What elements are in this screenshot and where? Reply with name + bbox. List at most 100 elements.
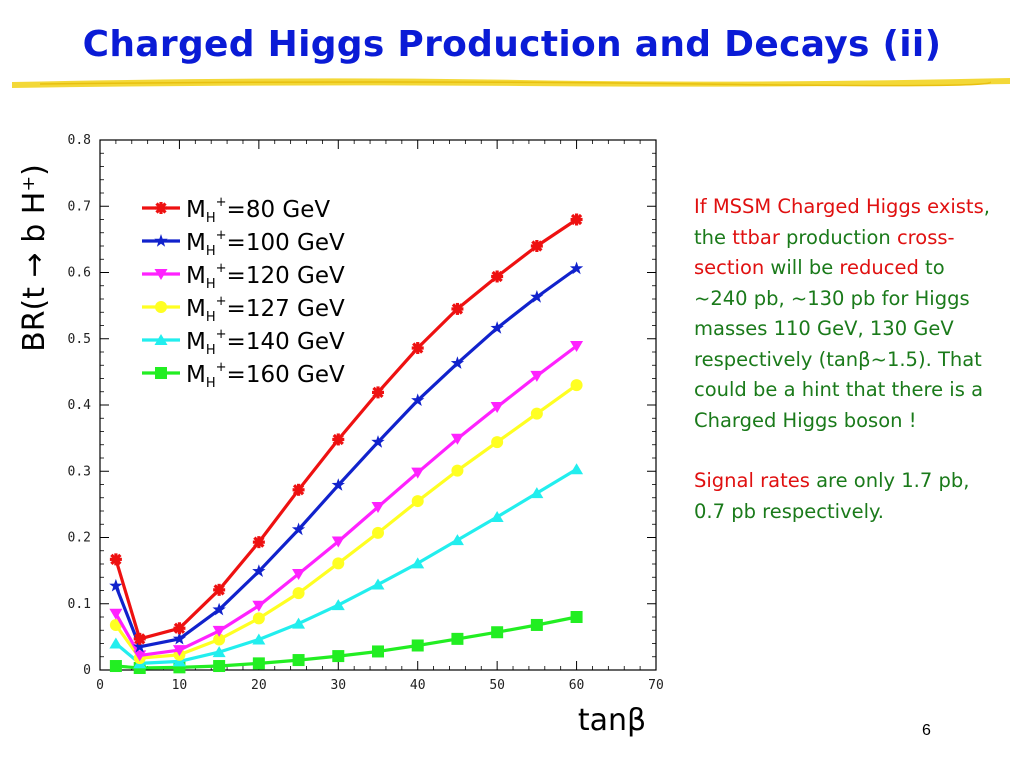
series-line — [114, 218, 578, 641]
asterisk-marker — [491, 270, 504, 283]
y-tick-label: 0.1 — [68, 597, 91, 612]
circle-marker — [292, 587, 305, 600]
y-tick-label: 0.3 — [68, 464, 91, 479]
legend-label-M: M — [186, 197, 206, 223]
slide-title: Charged Higgs Production and Decays (ii) — [82, 24, 942, 65]
asterisk-marker — [109, 553, 122, 566]
y-tick-label: 0.8 — [68, 133, 91, 148]
circle-marker — [491, 436, 504, 449]
square-marker — [292, 654, 305, 667]
square-marker — [109, 660, 122, 673]
asterisk-stroke — [292, 484, 305, 496]
legend-label: MH+=140 GeV — [186, 327, 345, 358]
triangle-down-marker — [212, 625, 226, 637]
circle-marker — [372, 526, 384, 539]
triangle-up-marker — [331, 599, 345, 611]
x-tick-label: 20 — [251, 678, 267, 693]
paragraph2-segment: Signal rates — [694, 469, 810, 492]
paragraph1-segment: cross-section — [694, 225, 955, 280]
triangle-down-marker — [292, 568, 306, 580]
x-tick-label: 0 — [96, 678, 104, 693]
asterisk-stroke — [412, 342, 424, 354]
x-tick-label: 50 — [489, 678, 505, 693]
legend-label-value: =140 GeV — [227, 329, 345, 355]
series-group — [109, 463, 584, 669]
triangle-up-marker — [172, 655, 186, 667]
legend-label-sup: + — [216, 360, 227, 375]
triangle-up-marker — [371, 578, 385, 590]
square-marker — [252, 657, 265, 670]
legend-label-sup: + — [216, 294, 227, 309]
asterisk-stroke — [213, 584, 225, 596]
legend-label-sub: H — [206, 211, 216, 226]
asterisk-stroke — [110, 553, 122, 565]
paragraph1-segment: to ~240 pb, ~130 pb for Higgs masses 110… — [694, 256, 984, 432]
star-marker — [450, 356, 465, 369]
triangle-up-marker — [490, 510, 504, 522]
triangle-up-marker — [450, 534, 464, 546]
triangle-up-marker — [109, 637, 123, 649]
legend-label-sub: H — [206, 343, 216, 358]
legend-label-sub: H — [206, 310, 216, 325]
x-tick-label: 10 — [172, 678, 188, 693]
star-marker — [490, 321, 504, 334]
paragraph1-segment: , the — [694, 195, 990, 249]
legend-label-sup: + — [216, 261, 227, 276]
triangle-up-marker — [530, 487, 544, 499]
star-marker — [252, 564, 266, 577]
legend-label-M: M — [186, 230, 206, 256]
legend-label-M: M — [186, 263, 206, 289]
paragraph2-segment: are only 1.7 pb, 0.7 pb respectively. — [694, 469, 970, 523]
x-tick-label: 60 — [569, 678, 585, 693]
asterisk-stroke — [155, 202, 167, 214]
y-tick-label: 0.6 — [68, 266, 91, 281]
asterisk-stroke — [173, 622, 186, 634]
square-marker — [411, 639, 424, 652]
asterisk-marker — [411, 342, 424, 355]
triangle-down-marker — [411, 467, 425, 479]
triangle-down-marker — [371, 502, 385, 514]
circle-marker — [411, 495, 424, 508]
asterisk-stroke — [372, 386, 384, 399]
triangle-up-marker — [252, 633, 266, 645]
asterisk-marker — [292, 483, 305, 496]
triangle-down-marker — [490, 401, 504, 413]
triangle-down-marker — [109, 608, 123, 620]
legend-label: MH+=127 GeV — [186, 294, 345, 325]
y-tick-label: 0.4 — [68, 398, 92, 413]
asterisk-stroke — [570, 213, 583, 226]
star-marker — [109, 578, 123, 592]
y-tick-label: 0.2 — [68, 531, 91, 546]
legend-label-sub: H — [206, 376, 216, 391]
legend-label: MH+=80 GeV — [186, 195, 330, 226]
circle-marker — [332, 557, 345, 570]
legend-label-value: =160 GeV — [227, 362, 345, 388]
circle-marker — [530, 407, 543, 420]
series-group — [109, 379, 583, 665]
star-marker — [569, 261, 584, 275]
side-text-box: If MSSM Charged Higgs exists, the ttbar … — [694, 192, 994, 527]
y-axis-label: BR(t → b H⁺) — [17, 164, 52, 352]
title-underline — [12, 78, 1010, 88]
asterisk-marker — [213, 583, 226, 596]
paragraph-1: If MSSM Charged Higgs exists, the ttbar … — [694, 192, 994, 436]
star-marker — [411, 393, 425, 406]
legend-label-value: =80 GeV — [227, 197, 331, 223]
legend-label-sub: H — [206, 244, 216, 259]
star-marker — [212, 602, 226, 616]
circle-marker — [252, 612, 265, 625]
paragraph1-segment: ttbar — [732, 225, 780, 249]
legend-label-value: =127 GeV — [227, 296, 345, 322]
asterisk-marker — [173, 622, 186, 635]
triangle-up-marker — [212, 646, 226, 658]
legend-label: MH+=100 GeV — [186, 228, 345, 259]
square-marker — [332, 650, 345, 663]
legend-label-M: M — [186, 296, 206, 322]
triangle-down-marker — [450, 433, 464, 445]
star-marker — [154, 234, 168, 247]
asterisk-marker — [530, 240, 543, 252]
legend-label-M: M — [186, 329, 206, 355]
paragraph-2: Signal rates are only 1.7 pb, 0.7 pb res… — [694, 466, 994, 527]
x-tick-label: 40 — [410, 678, 426, 693]
legend-label: MH+=120 GeV — [186, 261, 345, 292]
